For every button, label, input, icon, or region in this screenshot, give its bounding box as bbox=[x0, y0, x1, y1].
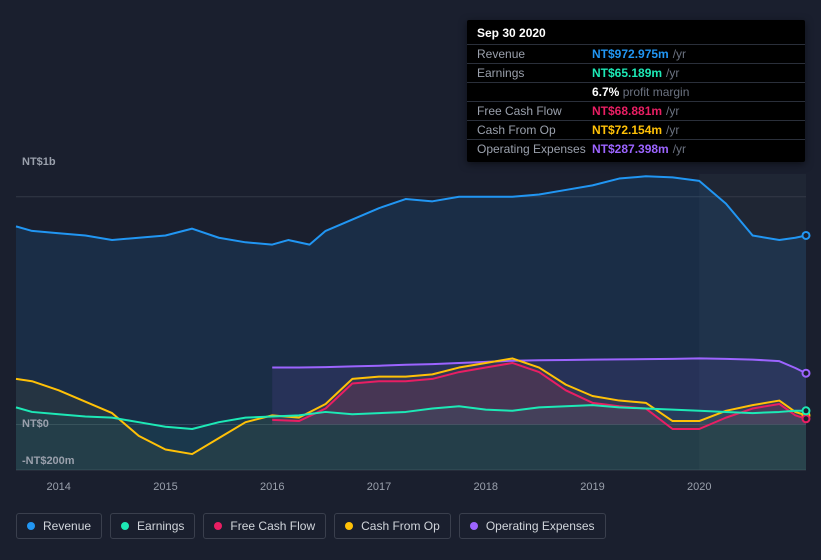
tooltip-row-label: Earnings bbox=[477, 66, 592, 80]
tooltip-row: Operating ExpensesNT$287.398m/yr bbox=[467, 139, 805, 158]
tooltip-date: Sep 30 2020 bbox=[467, 26, 805, 44]
xaxis-tick: 2017 bbox=[367, 481, 391, 493]
yaxis-label-0: NT$0 bbox=[22, 418, 49, 430]
xaxis-tick: 2020 bbox=[687, 481, 711, 493]
tooltip-row-label: Free Cash Flow bbox=[477, 104, 592, 118]
tooltip-row-unit: /yr bbox=[666, 123, 679, 137]
tooltip-row-unit: /yr bbox=[666, 104, 679, 118]
tooltip-subrow: 6.7% profit margin bbox=[467, 82, 805, 101]
legend-item-label: Operating Expenses bbox=[486, 519, 595, 533]
tooltip-row-label: Revenue bbox=[477, 47, 592, 61]
tooltip-row-label: Operating Expenses bbox=[477, 142, 592, 156]
tooltip-row-unit: /yr bbox=[673, 47, 686, 61]
legend-item-operating-expenses[interactable]: Operating Expenses bbox=[459, 513, 606, 539]
yaxis-label-1b: NT$1b bbox=[22, 156, 56, 168]
legend-dot-icon bbox=[121, 522, 129, 530]
xaxis-tick: 2015 bbox=[153, 481, 177, 493]
legend-item-cash-from-op[interactable]: Cash From Op bbox=[334, 513, 451, 539]
tooltip-row-unit: /yr bbox=[673, 142, 686, 156]
tooltip-row: Cash From OpNT$72.154m/yr bbox=[467, 120, 805, 139]
xaxis-tick: 2014 bbox=[46, 481, 70, 493]
legend-item-earnings[interactable]: Earnings bbox=[110, 513, 195, 539]
tooltip-row: Free Cash FlowNT$68.881m/yr bbox=[467, 101, 805, 120]
legend-item-label: Revenue bbox=[43, 519, 91, 533]
legend-item-free-cash-flow[interactable]: Free Cash Flow bbox=[203, 513, 326, 539]
xaxis-tick: 2018 bbox=[473, 481, 497, 493]
chart-legend: Revenue Earnings Free Cash Flow Cash From O… bbox=[16, 513, 606, 539]
tooltip-row-value: NT$72.154m bbox=[592, 123, 662, 137]
legend-dot-icon bbox=[27, 522, 35, 530]
tooltip-row-value: NT$972.975m bbox=[592, 47, 669, 61]
xaxis-tick: 2019 bbox=[580, 481, 604, 493]
tooltip-row: RevenueNT$972.975m/yr bbox=[467, 44, 805, 63]
legend-dot-icon bbox=[470, 522, 478, 530]
chart-tooltip: Sep 30 2020 RevenueNT$972.975m/yrEarning… bbox=[467, 20, 805, 162]
legend-item-label: Earnings bbox=[137, 519, 184, 533]
legend-item-label: Cash From Op bbox=[361, 519, 440, 533]
tooltip-row-unit: /yr bbox=[666, 66, 679, 80]
tooltip-row-value: NT$65.189m bbox=[592, 66, 662, 80]
tooltip-row: EarningsNT$65.189m/yr bbox=[467, 63, 805, 82]
legend-dot-icon bbox=[214, 522, 222, 530]
tooltip-row-label: Cash From Op bbox=[477, 123, 592, 137]
legend-dot-icon bbox=[345, 522, 353, 530]
legend-item-label: Free Cash Flow bbox=[230, 519, 315, 533]
xaxis-tick: 2016 bbox=[260, 481, 284, 493]
legend-item-revenue[interactable]: Revenue bbox=[16, 513, 102, 539]
tooltip-row-value: NT$68.881m bbox=[592, 104, 662, 118]
yaxis-label-neg: -NT$200m bbox=[22, 455, 75, 467]
tooltip-row-value: NT$287.398m bbox=[592, 142, 669, 156]
